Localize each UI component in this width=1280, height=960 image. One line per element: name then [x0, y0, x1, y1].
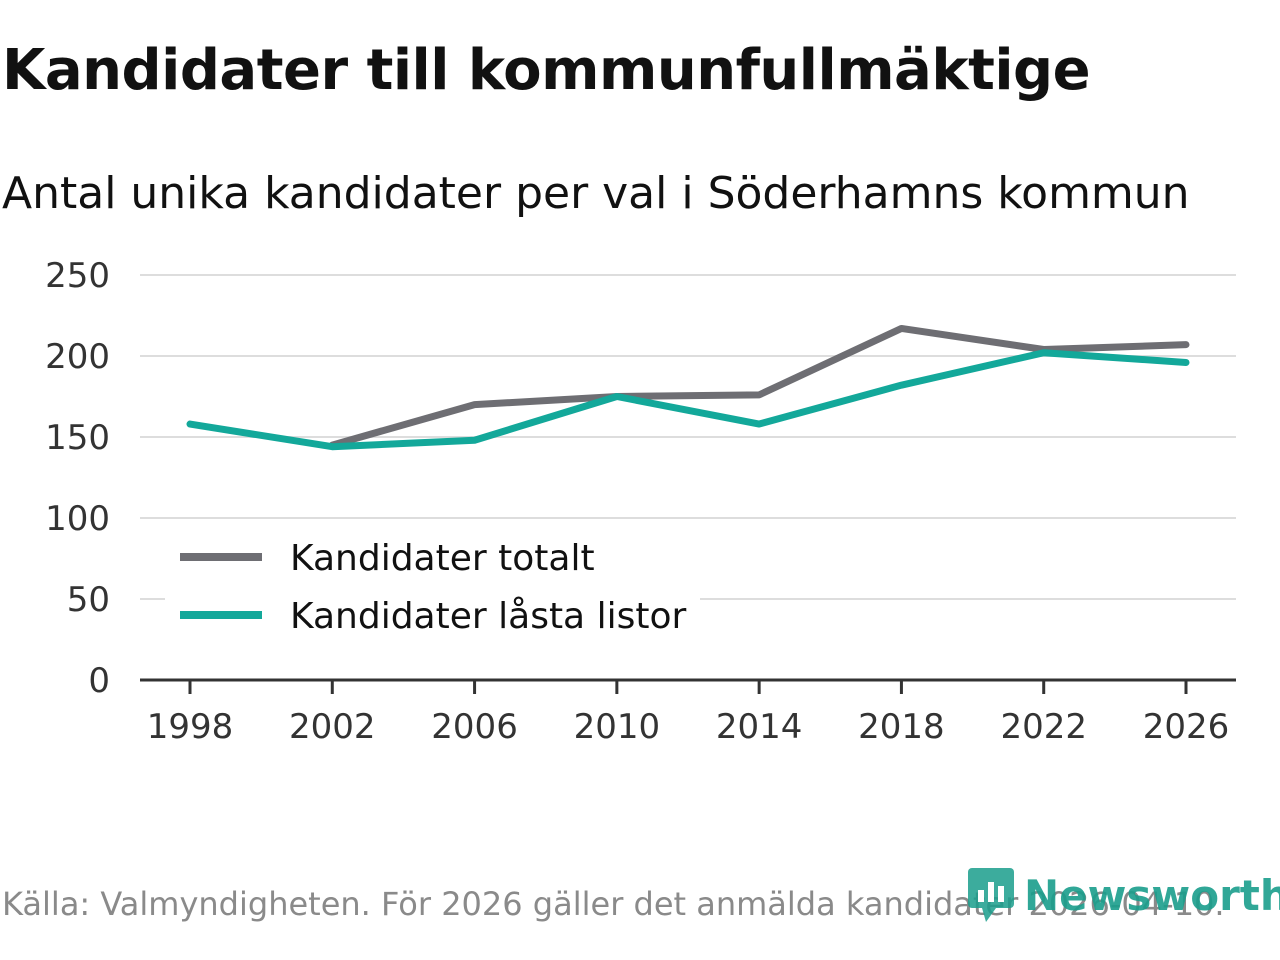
x-tick-label: 2018 — [858, 707, 945, 747]
legend-label: Kandidater låsta listor — [290, 596, 686, 637]
x-tick-label: 1998 — [147, 707, 234, 747]
y-tick-label: 100 — [45, 499, 110, 539]
y-tick-label: 200 — [45, 337, 110, 377]
source-note: Källa: Valmyndigheten. För 2026 gäller d… — [2, 885, 1225, 923]
newsworthy-logo-icon — [968, 868, 1014, 922]
x-tick-label: 2026 — [1143, 707, 1230, 747]
y-tick-label: 150 — [45, 418, 110, 458]
x-tick-label: 2010 — [574, 707, 661, 747]
y-tick-label: 0 — [88, 661, 110, 701]
x-tick-label: 2002 — [289, 707, 376, 747]
newsworthy-logo[interactable]: Newsworthy — [966, 866, 1280, 924]
y-tick-label: 250 — [45, 256, 110, 296]
legend-box — [165, 530, 700, 642]
x-tick-label: 2014 — [716, 707, 803, 747]
x-tick-label: 2022 — [1000, 707, 1087, 747]
y-tick-label: 50 — [67, 580, 110, 620]
chart-subtitle: Antal unika kandidater per val i Söderha… — [2, 168, 1190, 219]
newsworthy-logo-text: Newsworthy — [1024, 870, 1280, 920]
legend-label: Kandidater totalt — [290, 538, 595, 579]
x-tick-label: 2006 — [431, 707, 518, 747]
chart-title: Kandidater till kommunfullmäktige — [2, 38, 1091, 103]
series-line-totalt — [328, 324, 1190, 449]
series-line-lasta-listor — [186, 349, 1190, 451]
